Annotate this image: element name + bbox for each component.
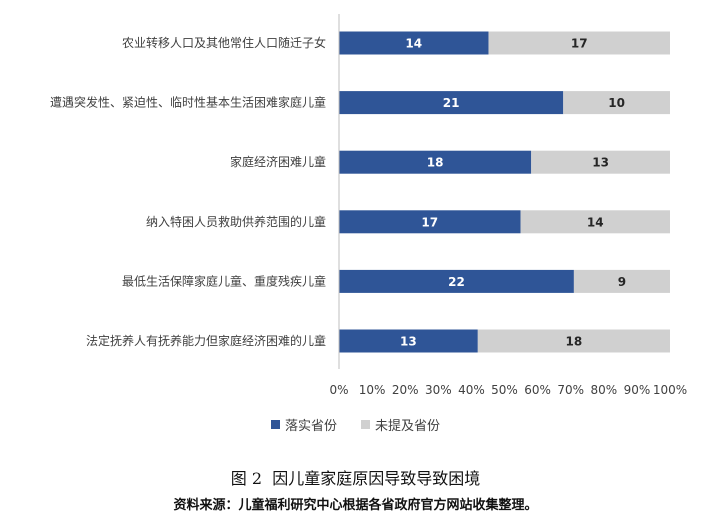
category-label: 纳入特困人员救助供养范围的儿童: [146, 214, 326, 229]
bar-not-mentioned: [488, 31, 670, 55]
category-label: 最低生活保障家庭儿童、重度残疾儿童: [122, 273, 326, 288]
x-tick-label: 100%: [653, 383, 687, 397]
source-note: 资料来源：儿童福利研究中心根据各省政府官方网站收集整理。: [173, 498, 538, 513]
category-labels: 农业转移人口及其他常住人口随迁子女遭遇突发性、紧迫性、临时性基本生活困难家庭儿童…: [50, 35, 326, 348]
data-label: 14: [405, 37, 422, 51]
bar-not-mentioned: [563, 91, 670, 115]
data-label: 17: [571, 37, 588, 51]
legend-swatch-implemented: [270, 419, 280, 429]
data-label: 9: [618, 275, 626, 289]
bar-implemented: [339, 269, 574, 293]
data-label: 14: [587, 215, 604, 229]
data-label: 22: [448, 275, 465, 289]
legend-label-not-mentioned: 未提及省份: [375, 418, 441, 434]
data-label: 21: [443, 96, 460, 110]
category-label: 家庭经济困难儿童: [230, 154, 326, 169]
x-tick-label: 60%: [524, 383, 551, 397]
bar-implemented: [339, 31, 489, 55]
bar-not-mentioned: [573, 269, 670, 293]
x-tick-label: 30%: [425, 383, 452, 397]
x-tick-label: 80%: [590, 383, 617, 397]
legend-item-not-mentioned: 未提及省份: [361, 415, 440, 434]
data-label: 13: [592, 156, 609, 170]
legend: 落实省份 未提及省份: [0, 415, 711, 434]
bar-implemented: [339, 91, 564, 115]
data-label: 17: [421, 215, 438, 229]
bar-implemented: [339, 210, 521, 234]
bar-not-mentioned: [531, 150, 670, 174]
bar-not-mentioned: [520, 210, 670, 234]
category-label: 法定抚养人有抚养能力但家庭经济困难的儿童: [86, 333, 326, 348]
category-label: 农业转移人口及其他常住人口随迁子女: [122, 35, 326, 50]
x-tick-label: 10%: [359, 383, 386, 397]
legend-label-implemented: 落实省份: [284, 418, 337, 434]
category-label: 遭遇突发性、紧迫性、临时性基本生活困难家庭儿童: [50, 95, 326, 110]
figure-title: 因儿童家庭原因导致导致困境: [272, 469, 481, 488]
x-tick-label: 90%: [624, 383, 651, 397]
x-tick-label: 40%: [458, 383, 485, 397]
legend-swatch-not-mentioned: [361, 419, 370, 429]
x-tick-label: 0%: [329, 383, 348, 397]
bars: 14 17 21 10 18 13 17 14 22 9 13 18: [339, 31, 670, 353]
legend-item-implemented: 落实省份: [270, 415, 337, 434]
bar-implemented: [339, 150, 532, 174]
data-label: 13: [400, 335, 417, 349]
x-tick-label: 20%: [392, 383, 419, 397]
x-tick-labels: 0% 10% 20% 30% 40% 50% 60% 70% 80% 90% 100%: [329, 383, 687, 397]
data-label: 18: [427, 156, 444, 170]
bar-not-mentioned: [477, 329, 670, 353]
x-tick-label: 50%: [491, 383, 518, 397]
figure-number: 图 2: [230, 469, 263, 488]
bar-implemented: [339, 329, 478, 353]
data-label: 18: [566, 335, 583, 349]
x-tick-label: 70%: [557, 383, 584, 397]
data-label: 10: [608, 96, 625, 110]
figure-caption: 图 2 因儿童家庭原因导致导致困境: [0, 465, 711, 489]
